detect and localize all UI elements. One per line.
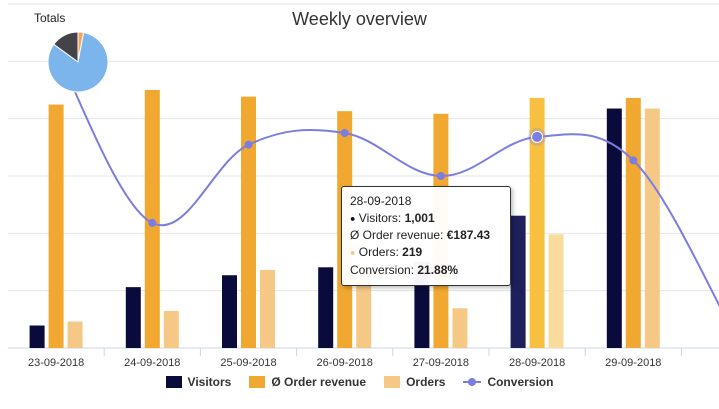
legend-item[interactable]: Visitors <box>165 375 232 389</box>
bar-visitors[interactable] <box>222 275 237 348</box>
tooltip-revenue-row: Ø Order revenue: €187.43 <box>350 227 502 244</box>
bar-series <box>29 90 660 349</box>
tooltip-orders-value: 219 <box>402 245 423 260</box>
pie-slice-orders[interactable] <box>47 31 109 93</box>
tooltip-revenue-label: Ø Order revenue: <box>350 228 444 243</box>
chart-tooltip: 28-09-2018 ● Visitors: 1,001 Ø Order rev… <box>341 186 511 286</box>
orders-dot-icon: ● <box>350 247 356 258</box>
bar-visitors[interactable] <box>606 108 622 349</box>
x-tick-label: 28-09-2018 <box>509 357 565 369</box>
legend-swatch-icon <box>249 376 266 388</box>
legend-label: Visitors <box>187 375 232 389</box>
tooltip-visitors-label: Visitors: <box>358 211 402 225</box>
tooltip-conversion-value: 21.88% <box>417 262 459 277</box>
tooltip-visitors-row: ● Visitors: 1,001 <box>350 210 502 227</box>
bar-order-revenue[interactable] <box>625 97 641 348</box>
bar-orders[interactable] <box>644 108 660 349</box>
bar-orders[interactable] <box>260 269 275 348</box>
bar-orders[interactable] <box>548 234 564 348</box>
x-tick-label: 25-09-2018 <box>220 357 276 369</box>
tooltip-orders-row: ● Orders: 219 <box>350 244 502 261</box>
x-axis: 23-09-2018 24-09-2018 25-09-2018 26-09-2018… <box>28 348 719 369</box>
x-tick-label: 26-09-2018 <box>317 357 373 369</box>
legend-line-icon <box>463 378 482 386</box>
tooltip-orders-label: Orders: <box>358 245 399 260</box>
conversion-point[interactable] <box>436 172 445 180</box>
pie-title: Totals <box>34 11 66 25</box>
bar-visitors[interactable] <box>29 325 45 348</box>
tooltip-conversion-label: Conversion: <box>350 262 415 277</box>
tooltip-revenue-value: €187.43 <box>446 228 491 243</box>
legend-label: Conversion <box>487 375 554 389</box>
bar-orders[interactable] <box>163 310 179 348</box>
conversion-point[interactable] <box>629 156 638 165</box>
legend-swatch-icon <box>165 376 182 388</box>
bar-visitors[interactable] <box>510 215 526 348</box>
visitors-dot-icon: ● <box>350 213 356 224</box>
legend-item[interactable]: Conversion <box>463 375 553 389</box>
x-tick-label: 27-09-2018 <box>413 357 469 369</box>
tooltip-date: 28-09-2018 <box>350 194 412 208</box>
bar-orders[interactable] <box>452 308 468 348</box>
bar-visitors[interactable] <box>318 267 334 348</box>
conversion-point[interactable] <box>148 218 157 227</box>
bar-orders[interactable] <box>67 321 83 348</box>
chart-legend: Visitors Ø Order revenue Orders Conversion <box>0 375 719 389</box>
totals-pie-chart[interactable] <box>47 31 109 93</box>
legend-label: Orders <box>406 375 446 389</box>
conversion-point[interactable] <box>531 130 544 143</box>
conversion-point[interactable] <box>244 140 253 149</box>
tooltip-conversion-row: Conversion: 21.88% <box>350 262 502 279</box>
conversion-line-series <box>55 50 719 308</box>
legend-swatch-icon <box>384 376 401 388</box>
tooltip-visitors-value: 1,001 <box>404 211 435 225</box>
x-tick-label: 23-09-2018 <box>28 357 84 369</box>
bar-visitors[interactable] <box>125 287 141 348</box>
bar-order-revenue[interactable] <box>241 96 256 348</box>
legend-item[interactable]: Ø Order revenue <box>249 375 366 389</box>
bar-order-revenue[interactable] <box>529 97 545 348</box>
conversion-point[interactable] <box>340 129 349 137</box>
legend-label: Ø Order revenue <box>271 375 367 389</box>
x-tick-label: 29-09-2018 <box>605 357 661 369</box>
bar-order-revenue[interactable] <box>48 104 64 348</box>
chart-title: Weekly overview <box>292 9 427 29</box>
x-tick-label: 24-09-2018 <box>124 357 180 369</box>
legend-item[interactable]: Orders <box>384 375 445 389</box>
